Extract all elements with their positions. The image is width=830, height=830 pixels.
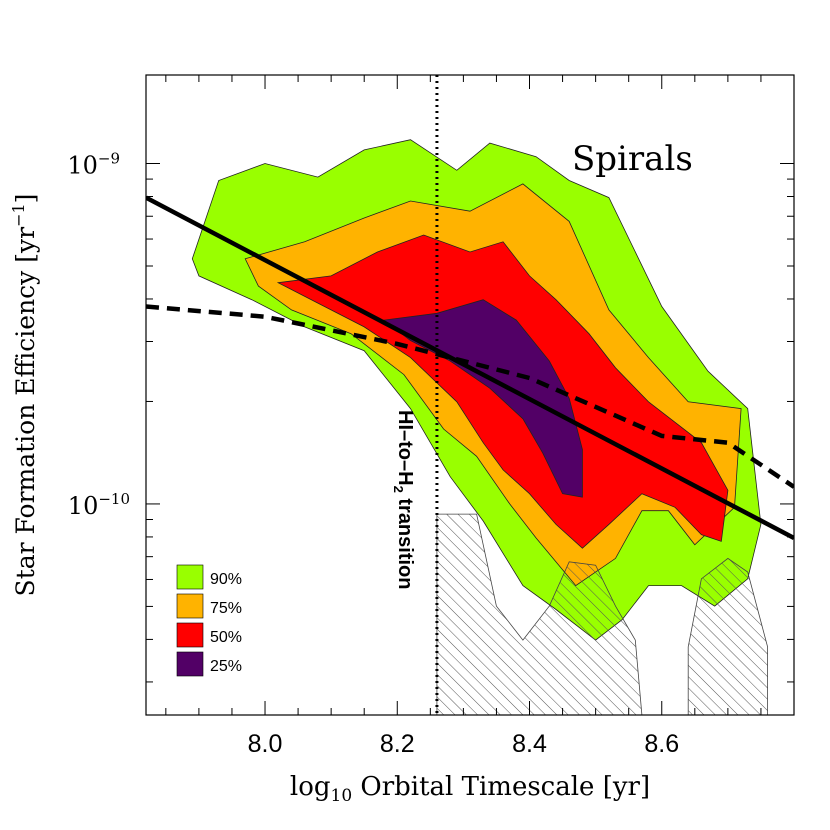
y-axis-title: Star Formation Efficiency [yr−1] xyxy=(9,194,40,597)
legend-label: 75% xyxy=(210,600,242,617)
x-axis-title: log10 Orbital Timescale [yr] xyxy=(290,772,650,806)
fit-line-layer xyxy=(146,195,794,540)
legend-swatch xyxy=(176,564,204,590)
legend-label: 50% xyxy=(210,629,242,646)
x-tick-label: 8.4 xyxy=(512,730,547,758)
legend-label: 25% xyxy=(210,658,242,675)
hatched-region-layer xyxy=(436,513,768,715)
solid-fit-line xyxy=(146,195,794,540)
contour-layer xyxy=(191,139,762,641)
tick-layer xyxy=(146,75,795,715)
y-tick-label: 10−9 xyxy=(67,150,120,180)
legend-swatch xyxy=(176,593,204,619)
legend-swatch xyxy=(176,622,204,648)
hatch-region-1 xyxy=(436,513,643,715)
x-tick-label: 8.0 xyxy=(248,730,283,758)
x-tick-label: 8.2 xyxy=(380,730,415,758)
legend: 90% 75% 50% 25% xyxy=(176,564,242,677)
panel-label: Spirals xyxy=(572,139,693,179)
y-tick-label: 10−10 xyxy=(68,490,130,520)
transition-label: HI–to–H2 transition xyxy=(391,410,416,589)
hatch-region-2 xyxy=(687,557,768,715)
legend-label: 90% xyxy=(210,571,242,588)
plot-frame xyxy=(145,74,795,716)
x-tick-label: 8.6 xyxy=(644,730,679,758)
legend-swatch xyxy=(176,651,204,677)
